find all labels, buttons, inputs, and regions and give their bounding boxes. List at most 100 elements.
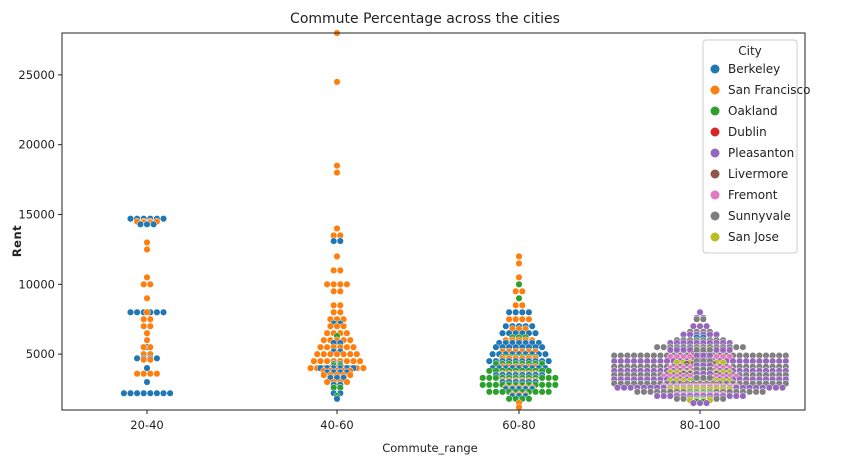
point-san-francisco bbox=[343, 343, 351, 351]
point-pleasanton bbox=[778, 384, 787, 392]
x-axis: 20-40 40-60 60-80 80-100 bbox=[130, 410, 720, 432]
point-berkeley bbox=[333, 395, 341, 403]
point-sunnyvale bbox=[640, 388, 648, 396]
point-sunnyvale bbox=[653, 343, 661, 351]
point-pleasanton bbox=[726, 346, 734, 354]
point-berkeley bbox=[126, 389, 135, 397]
point-san-francisco bbox=[333, 252, 341, 260]
y-axis-label: Rent bbox=[10, 225, 24, 257]
point-san-francisco bbox=[326, 322, 334, 330]
point-berkeley bbox=[150, 220, 158, 228]
point-san-francisco bbox=[346, 336, 354, 344]
point-sunnyvale bbox=[739, 343, 747, 351]
point-oakland bbox=[485, 388, 493, 396]
point-san-francisco bbox=[336, 280, 344, 288]
legend-title: City bbox=[738, 44, 762, 58]
point-san-francisco bbox=[140, 315, 148, 323]
points-layer bbox=[120, 29, 790, 411]
point-san-francisco bbox=[326, 350, 334, 358]
point-berkeley bbox=[126, 215, 135, 223]
point-san-francisco bbox=[515, 273, 523, 281]
point-berkeley bbox=[140, 389, 148, 397]
point-pleasanton bbox=[660, 392, 668, 400]
point-san-francisco bbox=[140, 280, 148, 288]
point-san-francisco bbox=[333, 350, 341, 358]
legend-marker-pleasanton bbox=[710, 148, 720, 158]
point-san-francisco bbox=[346, 371, 354, 379]
legend-label-san-jose: San Jose bbox=[728, 230, 779, 244]
point-san-francisco bbox=[515, 259, 523, 267]
point-san-francisco bbox=[133, 370, 141, 378]
point-oakland bbox=[492, 388, 500, 396]
legend-label-berkeley: Berkeley bbox=[728, 62, 780, 76]
point-san-francisco bbox=[146, 370, 154, 378]
point-san-francisco bbox=[143, 308, 151, 316]
point-sunnyvale bbox=[646, 388, 655, 396]
point-san-francisco bbox=[333, 224, 341, 233]
point-pleasanton bbox=[772, 384, 780, 392]
x-tick-label: 40-60 bbox=[320, 418, 353, 432]
point-berkeley bbox=[159, 389, 168, 397]
point-sunnyvale bbox=[633, 388, 641, 396]
point-berkeley bbox=[120, 389, 128, 397]
point-berkeley bbox=[126, 308, 135, 316]
point-berkeley bbox=[143, 378, 151, 386]
point-oakland bbox=[545, 381, 553, 389]
point-san-francisco bbox=[146, 356, 154, 364]
point-san-francisco bbox=[505, 315, 513, 323]
point-berkeley bbox=[336, 237, 344, 245]
point-berkeley bbox=[525, 308, 533, 316]
legend-label-san-francisco: San Francisco bbox=[728, 83, 810, 97]
point-berkeley bbox=[143, 364, 151, 372]
point-oakland bbox=[538, 374, 546, 382]
point-san-francisco bbox=[343, 329, 351, 337]
point-san-francisco bbox=[143, 245, 151, 253]
point-oakland bbox=[515, 280, 523, 288]
point-san-francisco bbox=[343, 378, 351, 386]
point-pleasanton bbox=[726, 392, 734, 400]
point-berkeley bbox=[159, 308, 168, 316]
point-berkeley bbox=[492, 343, 500, 351]
point-berkeley bbox=[159, 215, 168, 223]
point-san-francisco bbox=[143, 238, 151, 246]
plot-frame bbox=[61, 32, 806, 411]
point-san-francisco bbox=[140, 356, 148, 364]
point-san-francisco bbox=[320, 336, 328, 344]
point-sunnyvale bbox=[693, 315, 701, 323]
point-san-francisco bbox=[518, 301, 526, 309]
x-axis-label: Commute_range bbox=[382, 441, 478, 455]
point-san-francisco bbox=[346, 350, 354, 358]
point-san-francisco bbox=[316, 357, 325, 365]
point-san-francisco bbox=[323, 329, 331, 337]
point-san-francisco bbox=[340, 350, 348, 358]
point-oakland bbox=[485, 367, 493, 375]
point-san-francisco bbox=[349, 357, 358, 365]
point-berkeley bbox=[528, 322, 536, 330]
point-san-francisco bbox=[356, 357, 364, 365]
point-san-francisco bbox=[518, 315, 526, 323]
x-tick-label: 60-80 bbox=[502, 418, 535, 432]
point-oakland bbox=[498, 388, 507, 396]
point-pleasanton bbox=[732, 392, 740, 400]
point-berkeley bbox=[143, 220, 151, 228]
point-san-francisco bbox=[336, 287, 344, 295]
point-sunnyvale bbox=[693, 374, 701, 382]
point-san-francisco bbox=[310, 357, 318, 365]
point-pleasanton bbox=[613, 384, 622, 392]
legend-marker-fremont bbox=[710, 190, 720, 200]
point-san-francisco bbox=[343, 357, 351, 365]
legend-frame bbox=[702, 39, 798, 254]
point-san-francisco bbox=[518, 287, 526, 295]
point-san-francisco bbox=[320, 371, 328, 379]
point-sunnyvale bbox=[752, 388, 760, 396]
point-oakland bbox=[479, 374, 487, 382]
point-san-francisco bbox=[146, 343, 154, 351]
point-san-francisco bbox=[323, 343, 331, 351]
point-san-francisco bbox=[330, 287, 338, 295]
legend-label-livermore: Livermore bbox=[728, 167, 788, 181]
point-san-francisco bbox=[336, 266, 344, 274]
x-tick-label: 80-100 bbox=[680, 418, 721, 432]
point-berkeley bbox=[485, 357, 493, 365]
point-oakland bbox=[545, 388, 553, 396]
